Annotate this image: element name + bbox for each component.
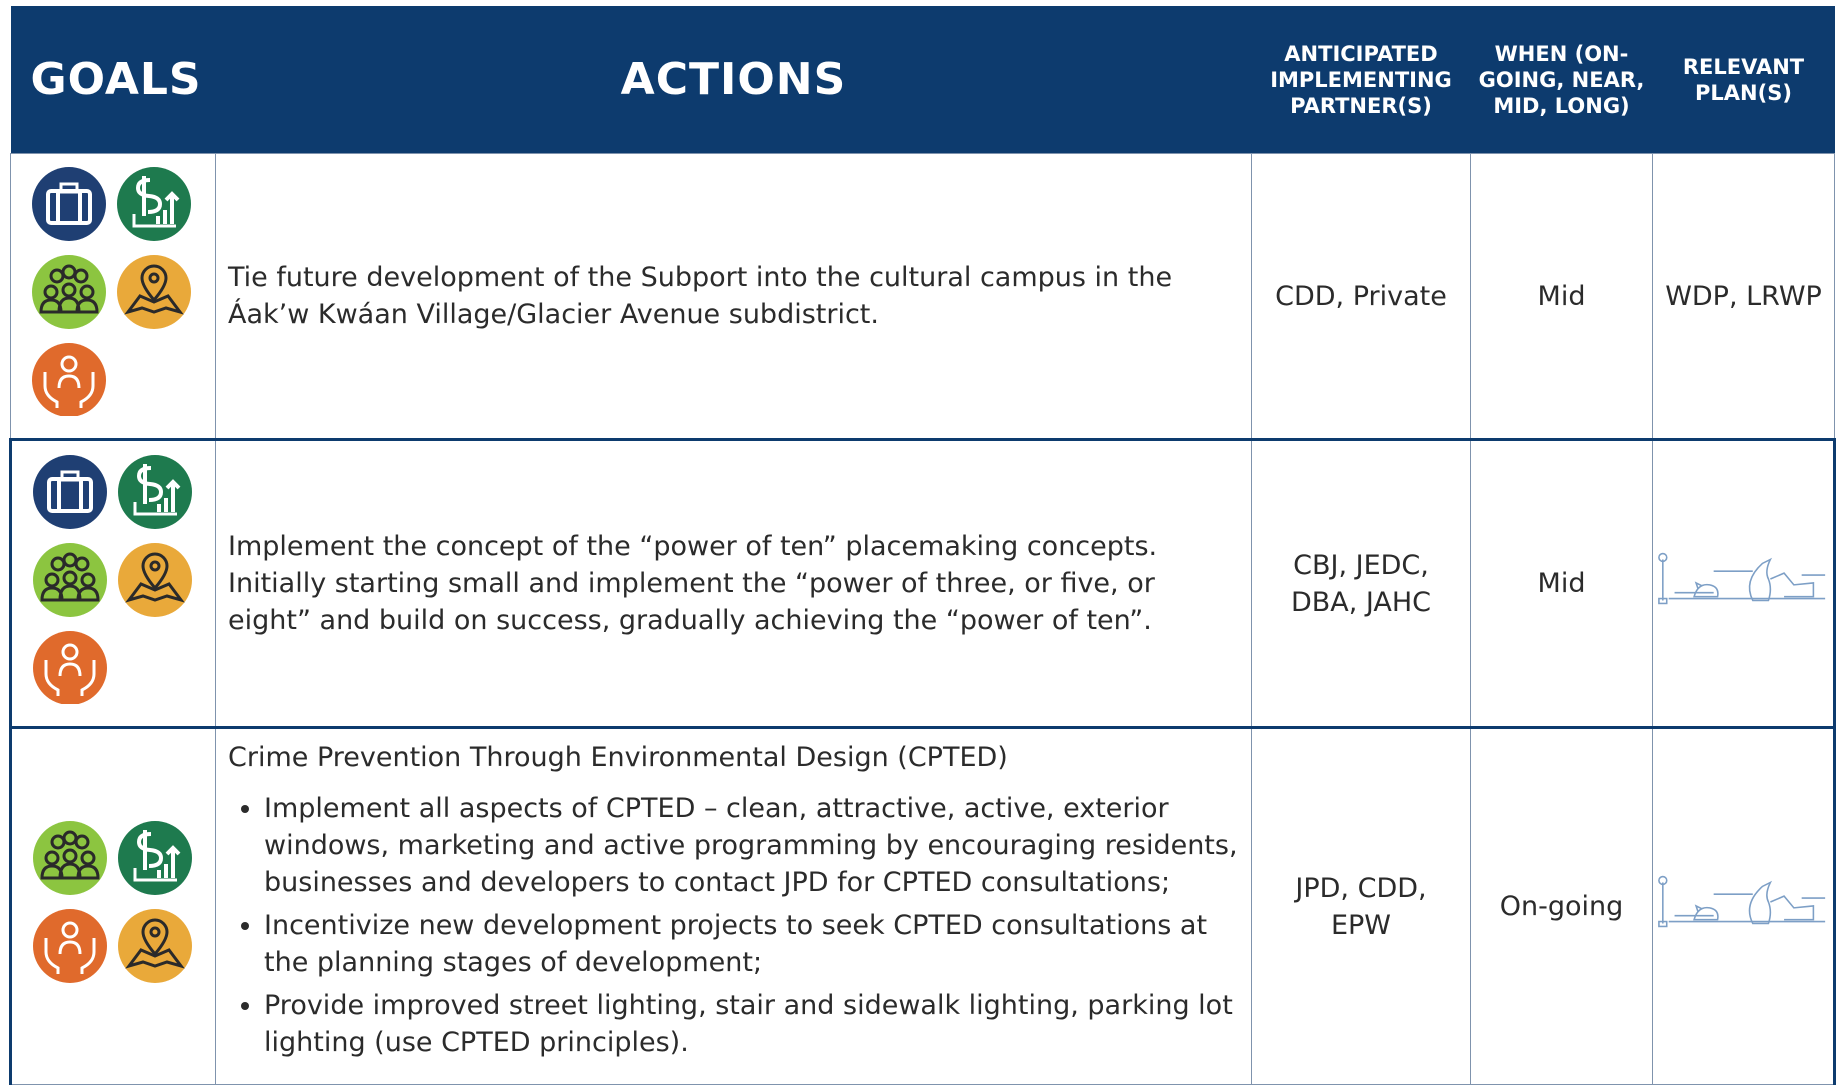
column-header: ACTIONS: [215, 6, 1252, 154]
action: Tie future development of the Subport in…: [215, 153, 1252, 440]
plans: WDP, LRWP: [1652, 153, 1835, 440]
partners: JPD, CDD, EPW: [1251, 727, 1471, 1085]
icons: [32, 453, 193, 706]
header-row: GOALS ACTIONS ANTICIPATED IMPLEMENTING P…: [10, 6, 1835, 154]
plans: [1652, 438, 1836, 729]
goal-icons: [9, 727, 216, 1085]
action-intro: Crime Prevention Through Environmental D…: [228, 741, 1008, 773]
page: GOALS ACTIONS ANTICIPATED IMPLEMENTING P…: [9, 6, 1836, 1087]
partners: CDD, Private: [1251, 153, 1471, 440]
bullet: Incentivize new development projects to …: [264, 907, 1239, 981]
action: Implement the concept of the “power of t…: [215, 438, 1252, 729]
icons: [32, 819, 193, 984]
column-header: RELEVANT PLAN(S): [1652, 6, 1835, 154]
goal-icons: [10, 153, 216, 440]
plans: [1652, 727, 1836, 1085]
action-bullets: Implement all aspects of CPTED – clean, …: [228, 790, 1239, 1061]
action-table: GOALS ACTIONS ANTICIPATED IMPLEMENTING P…: [9, 6, 1836, 1085]
column-header: ANTICIPATED IMPLEMENTING PARTNER(S): [1251, 6, 1471, 154]
when: Mid: [1470, 438, 1653, 729]
when: On-going: [1470, 727, 1653, 1085]
column-header: GOALS: [10, 6, 216, 154]
table-row: Crime Prevention Through Environmental D…: [9, 727, 1836, 1085]
icons: [31, 166, 192, 418]
action: Crime Prevention Through Environmental D…: [215, 727, 1252, 1085]
bullet: Implement all aspects of CPTED – clean, …: [264, 790, 1239, 901]
partners: CBJ, JEDC, DBA, JAHC: [1251, 438, 1471, 729]
plan-illustration: [1658, 552, 1826, 604]
plan-illustration: [1658, 875, 1826, 927]
column-header: WHEN (ON-GOING, NEAR, MID, LONG): [1470, 6, 1653, 154]
table-row: Tie future development of the Subport in…: [10, 153, 1835, 440]
bullet: Provide improved street lighting, stair …: [264, 987, 1239, 1061]
goal-icons: [9, 438, 216, 729]
when: Mid: [1470, 153, 1653, 440]
table-row: Implement the concept of the “power of t…: [9, 438, 1836, 729]
